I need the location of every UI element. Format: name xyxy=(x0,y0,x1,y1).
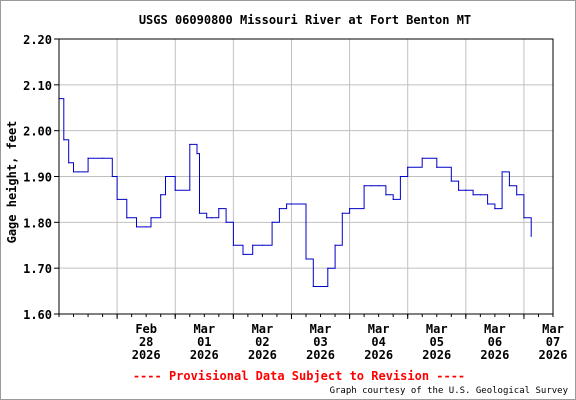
x-tick-label: 02 xyxy=(255,335,269,349)
data-point xyxy=(206,217,208,219)
x-tick-label: 28 xyxy=(139,335,153,349)
data-point xyxy=(77,171,79,173)
chart-title: USGS 06090800 Missouri River at Fort Ben… xyxy=(139,13,471,27)
grid xyxy=(59,38,553,315)
gage-height-line xyxy=(59,98,532,287)
data-point xyxy=(189,143,191,146)
data-point xyxy=(370,185,372,187)
data-point xyxy=(68,162,70,164)
data-point xyxy=(378,185,380,187)
data-point xyxy=(305,258,307,260)
data-point xyxy=(385,194,387,196)
x-tick-label: 07 xyxy=(546,335,560,349)
data-point xyxy=(472,194,474,196)
x-tick-label: Mar xyxy=(310,322,332,336)
data-point xyxy=(392,198,394,201)
data-point xyxy=(210,217,213,219)
x-tick-label: 2026 xyxy=(306,348,335,362)
y-tick-label: 2.00 xyxy=(23,125,52,139)
data-point xyxy=(135,226,138,228)
x-tick-label: 2026 xyxy=(539,348,568,362)
plot-border xyxy=(58,38,554,315)
data-point xyxy=(198,212,201,214)
x-tick-label: Mar xyxy=(426,322,448,336)
data-point xyxy=(63,139,65,141)
data-point xyxy=(225,221,227,223)
x-tick-label: 2026 xyxy=(422,348,451,362)
data-point xyxy=(407,166,409,168)
x-tick-label: 06 xyxy=(488,335,502,349)
credit-text: Graph courtesy of the U.S. Geological Su… xyxy=(330,386,569,396)
x-tick-label: 2026 xyxy=(190,348,219,362)
data-point xyxy=(479,194,481,196)
data-point xyxy=(494,207,496,210)
data-point xyxy=(399,175,402,178)
data-point xyxy=(450,180,452,182)
data-point xyxy=(278,207,280,210)
x-tick-label: 05 xyxy=(430,335,444,349)
data-point xyxy=(501,171,503,173)
x-tick-label: 01 xyxy=(197,335,211,349)
data-point xyxy=(232,244,234,246)
data-point xyxy=(218,207,220,210)
y-tick-label: 1.80 xyxy=(23,216,52,230)
y-tick-label: 1.60 xyxy=(23,308,52,322)
data-point xyxy=(261,244,264,246)
data-point xyxy=(363,185,365,187)
data-point xyxy=(516,194,518,196)
data-point xyxy=(126,217,128,219)
provisional-notice: ---- Provisional Data Subject to Revisio… xyxy=(133,369,465,383)
data-point xyxy=(160,194,162,196)
data-point xyxy=(164,175,167,178)
data-point xyxy=(290,203,293,205)
x-tick-label: Mar xyxy=(368,322,390,336)
x-tick-label: 2026 xyxy=(364,348,393,362)
data-point xyxy=(111,175,113,178)
data-point xyxy=(87,157,89,159)
data-point xyxy=(312,285,314,288)
x-tick-label: Feb xyxy=(135,322,157,336)
data-point xyxy=(508,185,511,187)
data-point xyxy=(286,203,288,205)
data-point xyxy=(242,253,244,256)
y-axis-label: Gage height, feet xyxy=(5,121,19,244)
data-point xyxy=(72,171,75,173)
data-point xyxy=(334,244,336,246)
data-point xyxy=(174,189,176,191)
y-tick-label: 2.10 xyxy=(23,79,52,93)
y-tick-label: 1.90 xyxy=(23,171,52,185)
x-tick-label: 2026 xyxy=(132,348,161,362)
data-point xyxy=(150,217,152,219)
data-point xyxy=(116,198,118,201)
y-tick-label: 2.20 xyxy=(23,33,52,47)
x-tick-label: Mar xyxy=(252,322,274,336)
data-point xyxy=(271,221,273,223)
data-point xyxy=(436,166,438,168)
data-point xyxy=(327,267,329,269)
data-point xyxy=(101,157,104,159)
x-tick-label: 04 xyxy=(371,335,385,349)
data-point xyxy=(252,244,254,246)
data-point xyxy=(341,212,343,214)
data-point xyxy=(421,157,423,159)
x-tick-label: Mar xyxy=(193,322,215,336)
x-tick-label: 2026 xyxy=(248,348,277,362)
x-tick-label: Mar xyxy=(484,322,506,336)
y-tick-label: 1.70 xyxy=(23,262,52,276)
axes: 1.601.701.801.902.002.102.20Feb282026Mar… xyxy=(23,33,567,362)
data-point xyxy=(523,217,525,219)
data-point xyxy=(319,285,322,288)
data-point xyxy=(196,152,198,155)
x-tick-label: 03 xyxy=(313,335,327,349)
data-point xyxy=(145,226,147,228)
data-point xyxy=(457,189,460,191)
x-tick-label: 2026 xyxy=(480,348,509,362)
data-point xyxy=(487,203,489,205)
data-point xyxy=(465,189,467,191)
data-point xyxy=(530,235,532,237)
data-point xyxy=(348,207,351,210)
plot-area xyxy=(58,97,532,288)
x-tick-label: Mar xyxy=(542,322,564,336)
